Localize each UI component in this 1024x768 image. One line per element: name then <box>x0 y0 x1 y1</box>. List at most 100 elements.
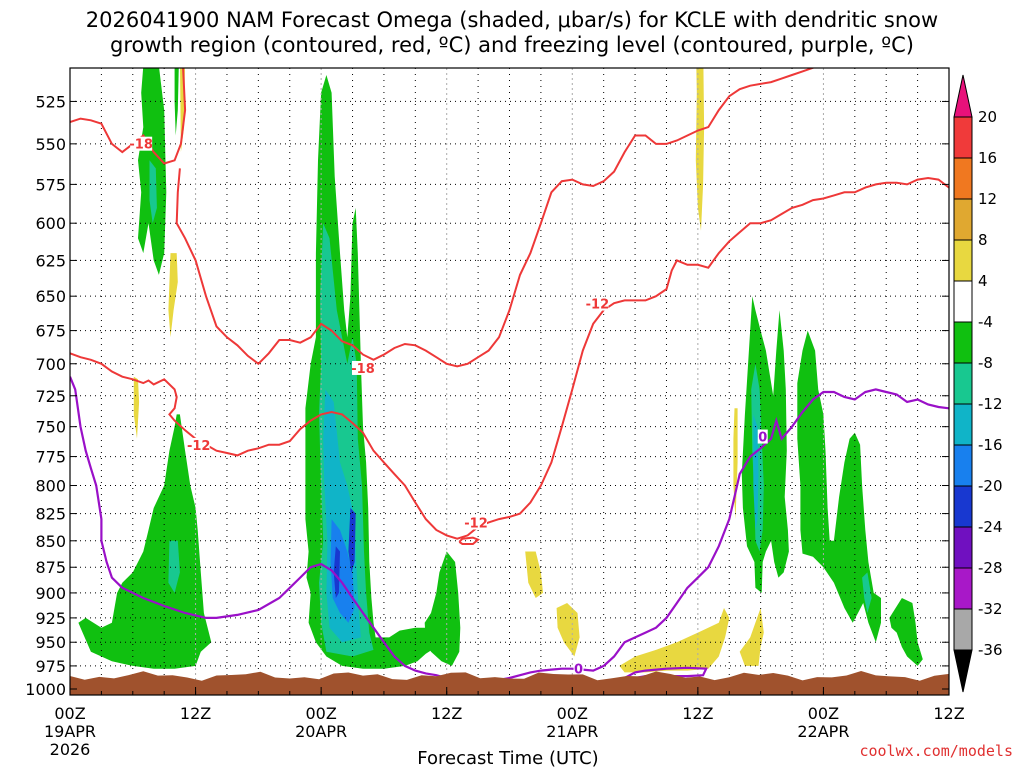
omega-region-w_neg4 <box>889 598 923 666</box>
x-axis-title: Forecast Time (UTC) <box>417 748 598 768</box>
omega-region-w_neg4 <box>174 68 179 136</box>
colorbar-label: 20 <box>978 108 997 126</box>
isotherm-minus18-line <box>70 68 187 165</box>
y-tick-label: 600 <box>35 214 66 233</box>
omega-region-w_neg4 <box>424 551 461 666</box>
omega-region-w_neg4 <box>797 330 881 643</box>
y-tick-label: 675 <box>35 322 66 341</box>
colorbar-bottom-arrow <box>953 649 973 693</box>
colorbar-label: 12 <box>978 190 997 208</box>
contour-label-bg <box>586 296 609 311</box>
isotherm-minus12-line <box>70 176 949 540</box>
y-tick-label: 775 <box>35 448 66 467</box>
isotherm-minus12-line <box>458 536 481 545</box>
x-tick-label: 00Z <box>808 704 839 723</box>
colorbar-label: -4 <box>978 313 993 331</box>
y-tick-label: 750 <box>35 418 66 437</box>
colorbar-top-arrow <box>953 74 973 118</box>
y-tick-label: 700 <box>35 355 66 374</box>
y-tick-label: 950 <box>35 633 66 652</box>
y-axis: 525 550 575 600 625 650 675 700 725 750 775 800 825 8… <box>25 92 949 699</box>
colorbar-bin <box>953 526 973 569</box>
colorbar-bin <box>953 403 973 446</box>
colorbar-bin <box>953 567 973 610</box>
chart-title-line1: 2026041900 NAM Forecast Omega (shaded, μ… <box>86 8 938 32</box>
x-tick-label: 12Z <box>933 704 964 723</box>
omega-region-w_pos4 <box>525 551 543 598</box>
contour-label: -18 <box>351 362 375 377</box>
y-tick-label: 525 <box>35 92 66 111</box>
colorbar-label: -16 <box>978 436 1003 454</box>
y-tick-label: 575 <box>35 175 66 194</box>
contour-label-bg <box>465 515 488 530</box>
contour-label: -12 <box>586 298 610 313</box>
y-tick-label: 725 <box>35 387 66 406</box>
colorbar-bin <box>953 608 973 651</box>
contour-label: -12 <box>187 439 211 454</box>
colorbar-bin <box>953 157 973 200</box>
colorbar-bin <box>953 444 973 487</box>
contour-label: -18 <box>129 138 153 153</box>
omega-region-w_neg4 <box>78 414 212 669</box>
colorbar-label: -24 <box>978 518 1003 536</box>
contour-label: 0 <box>574 663 583 678</box>
x-tick-date: 21APR <box>546 722 598 741</box>
contour-label-bg <box>573 661 584 676</box>
omega-region-w_neg20 <box>333 546 340 598</box>
y-tick-label: 975 <box>35 657 66 676</box>
omega-region-w_neg20 <box>348 508 356 573</box>
x-tick-year: 2026 <box>50 740 91 759</box>
colorbar-bin <box>953 116 973 159</box>
omega-region-w_neg16 <box>330 519 355 623</box>
x-tick-label: 12Z <box>180 704 211 723</box>
omega-region-w_neg8 <box>862 572 872 613</box>
y-tick-label: 650 <box>35 287 66 306</box>
contour-label: 0 <box>758 431 767 446</box>
colorbar-label: -36 <box>978 641 1003 659</box>
y-tick-label: 875 <box>35 558 66 577</box>
credit-text: coolwx.com/models <box>859 742 1013 760</box>
y-tick-label: 925 <box>35 609 66 628</box>
colorbar-label: -8 <box>978 354 993 372</box>
y-tick-label: 900 <box>35 584 66 603</box>
colorbar-bin <box>953 362 973 405</box>
x-tick-label: 00Z <box>54 704 85 723</box>
x-tick-label: 12Z <box>682 704 713 723</box>
colorbar-label: -28 <box>978 559 1003 577</box>
x-tick-label: 12Z <box>431 704 462 723</box>
omega-region-w_pos4 <box>168 253 178 338</box>
y-tick-label: 800 <box>35 477 66 496</box>
contour-label-bg <box>757 429 768 444</box>
omega-region-w_neg8 <box>149 160 157 224</box>
colorbar-label: 4 <box>978 272 988 290</box>
omega-region-w_pos4 <box>556 603 580 657</box>
y-tick-label: 625 <box>35 251 66 270</box>
omega-region-w_pos4 <box>133 376 140 439</box>
x-tick-label: 00Z <box>305 704 336 723</box>
colorbar-label: 8 <box>978 231 988 249</box>
contour-label-layer: -18 -18 -12 -12 -12 0 0 <box>129 136 768 678</box>
colorbar-label: -32 <box>978 600 1003 618</box>
colorbar-bin <box>953 198 973 241</box>
chart-title-line2: growth region (contoured, red, ºC) and f… <box>110 33 914 57</box>
colorbar-label: 16 <box>978 149 997 167</box>
y-tick-label: 1000 <box>25 680 66 699</box>
grid-layer <box>70 68 949 695</box>
colorbar: 20 16 12 8 4 -4 -8 -12 -16 -20 -24 -28 -32 -36 <box>953 74 1003 693</box>
contour-label-bg <box>352 360 374 375</box>
freezing-level-line <box>70 376 949 683</box>
x-tick-date: 20APR <box>295 722 347 741</box>
contour-label: -12 <box>464 516 488 531</box>
omega-shading-layer <box>78 68 923 673</box>
y-tick-label: 850 <box>35 532 66 551</box>
colorbar-bin <box>953 321 973 364</box>
omega-region-w_neg8 <box>168 540 180 593</box>
colorbar-label: -20 <box>978 477 1003 495</box>
omega-region-w_pos4 <box>619 608 730 673</box>
y-tick-label: 550 <box>35 135 66 154</box>
omega-region-w_neg12 <box>753 414 759 530</box>
y-tick-label: 825 <box>35 505 66 524</box>
colorbar-bin <box>953 280 973 323</box>
